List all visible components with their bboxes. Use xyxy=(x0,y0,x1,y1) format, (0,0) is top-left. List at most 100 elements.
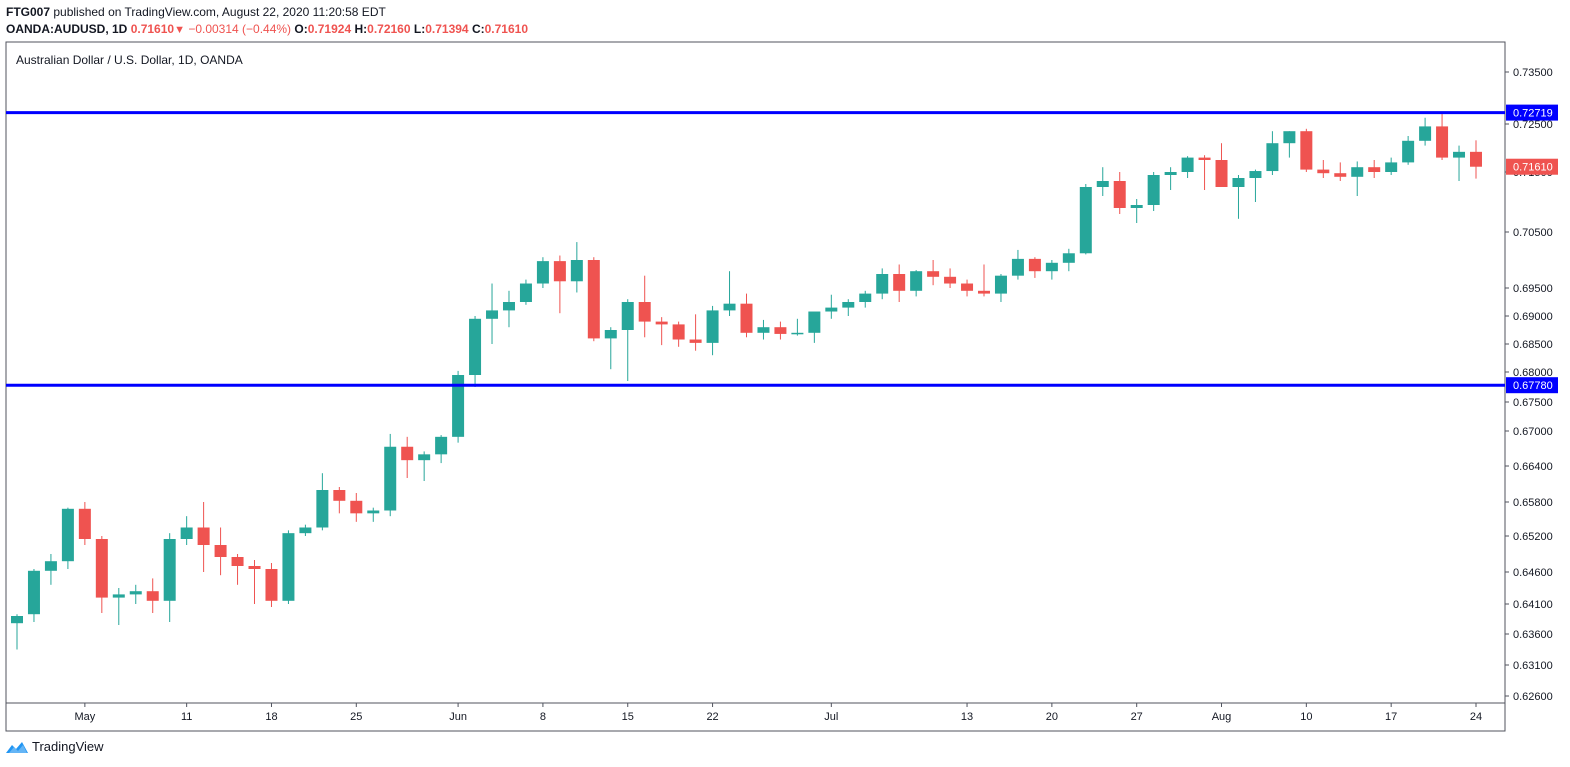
price-axis[interactable]: 0.735000.725000.715000.705000.695000.690… xyxy=(1505,67,1553,703)
candle[interactable] xyxy=(1385,157,1398,175)
candle[interactable] xyxy=(299,524,312,536)
candle[interactable] xyxy=(95,536,108,613)
candle[interactable] xyxy=(418,451,431,481)
candle[interactable] xyxy=(706,305,719,356)
candle[interactable] xyxy=(1028,257,1041,278)
candle[interactable] xyxy=(740,293,753,338)
candle[interactable] xyxy=(961,279,974,297)
time-axis[interactable]: May 11 18 25 Jun 8 15 22 Jul 13 20 27 Aug 10 17 24 xyxy=(74,703,1482,723)
candle[interactable] xyxy=(638,275,651,338)
candle[interactable] xyxy=(350,493,363,522)
candle[interactable] xyxy=(859,290,872,308)
candle[interactable] xyxy=(452,370,465,443)
candle[interactable] xyxy=(1181,156,1194,178)
candle[interactable] xyxy=(265,563,278,607)
candle[interactable] xyxy=(1300,128,1313,172)
candle-body xyxy=(587,260,600,339)
candle[interactable] xyxy=(1011,249,1024,280)
candle[interactable] xyxy=(1436,112,1449,160)
close-value: 0.71610 xyxy=(484,22,529,36)
candle[interactable] xyxy=(757,319,770,340)
candle[interactable] xyxy=(401,436,414,478)
candle[interactable] xyxy=(774,321,787,340)
candle[interactable] xyxy=(655,317,668,346)
candle-body xyxy=(1283,131,1296,144)
candle[interactable] xyxy=(469,316,482,387)
candle[interactable] xyxy=(893,264,906,302)
candle[interactable] xyxy=(112,588,125,625)
candle[interactable] xyxy=(1402,136,1415,165)
candle[interactable] xyxy=(282,530,295,604)
candle[interactable] xyxy=(1351,161,1364,196)
candle[interactable] xyxy=(163,533,176,622)
candle[interactable] xyxy=(1147,172,1160,211)
candle[interactable] xyxy=(689,314,702,351)
candle[interactable] xyxy=(1453,145,1466,181)
candle[interactable] xyxy=(994,274,1007,302)
candle[interactable] xyxy=(1334,162,1347,181)
candle[interactable] xyxy=(61,507,74,569)
candle[interactable] xyxy=(180,516,193,545)
price-tick-label: 0.69000 xyxy=(1513,311,1553,323)
candle[interactable] xyxy=(570,242,583,293)
candle[interactable] xyxy=(27,569,40,622)
candle[interactable] xyxy=(944,268,957,288)
candle[interactable] xyxy=(1096,167,1109,196)
candle-body xyxy=(129,591,142,595)
candle[interactable] xyxy=(1469,140,1482,179)
candle[interactable] xyxy=(78,502,91,545)
candle[interactable] xyxy=(231,554,244,585)
candle[interactable] xyxy=(214,527,227,576)
date-tick-label: 10 xyxy=(1300,711,1312,723)
candle[interactable] xyxy=(672,321,685,347)
candle[interactable] xyxy=(1198,155,1211,190)
candle[interactable] xyxy=(876,268,889,300)
candle[interactable] xyxy=(435,435,448,464)
candle[interactable] xyxy=(842,299,855,316)
candle[interactable] xyxy=(825,294,838,319)
candle[interactable] xyxy=(604,327,617,370)
candle[interactable] xyxy=(44,554,57,585)
candle[interactable] xyxy=(1215,143,1228,187)
candle-body xyxy=(163,539,176,601)
candle[interactable] xyxy=(519,279,532,305)
candle[interactable] xyxy=(248,560,261,604)
candle[interactable] xyxy=(536,257,549,288)
candle[interactable] xyxy=(621,299,634,381)
candle[interactable] xyxy=(1266,131,1279,175)
candle[interactable] xyxy=(723,271,736,316)
candle[interactable] xyxy=(1062,248,1075,272)
candle[interactable] xyxy=(384,433,397,517)
candle[interactable] xyxy=(587,257,600,342)
candle[interactable] xyxy=(316,473,329,531)
candle-body xyxy=(1436,126,1449,158)
candle[interactable] xyxy=(791,318,804,336)
candle[interactable] xyxy=(1079,184,1092,255)
candle[interactable] xyxy=(1368,160,1381,178)
candle[interactable] xyxy=(146,578,159,613)
candle[interactable] xyxy=(1419,117,1432,146)
footer-brand[interactable]: TradingView xyxy=(6,739,104,755)
candle[interactable] xyxy=(808,311,821,343)
candle[interactable] xyxy=(197,502,210,572)
candle[interactable] xyxy=(486,283,499,344)
candle[interactable] xyxy=(1113,172,1126,214)
candle[interactable] xyxy=(1249,169,1262,202)
candle[interactable] xyxy=(1283,131,1296,158)
candle[interactable] xyxy=(553,255,566,314)
candle[interactable] xyxy=(978,264,991,297)
author-name[interactable]: FTG007 xyxy=(6,5,51,19)
candle[interactable] xyxy=(502,290,515,328)
candle[interactable] xyxy=(1164,167,1177,190)
candle[interactable] xyxy=(1317,160,1330,178)
candle[interactable] xyxy=(927,260,940,286)
candle[interactable] xyxy=(1232,175,1245,219)
candle[interactable] xyxy=(1045,260,1058,280)
candle[interactable] xyxy=(129,584,142,604)
candle[interactable] xyxy=(333,487,346,514)
candle[interactable] xyxy=(1130,199,1143,223)
candle[interactable] xyxy=(367,507,380,522)
candle[interactable] xyxy=(910,270,923,297)
candle[interactable] xyxy=(11,614,23,650)
